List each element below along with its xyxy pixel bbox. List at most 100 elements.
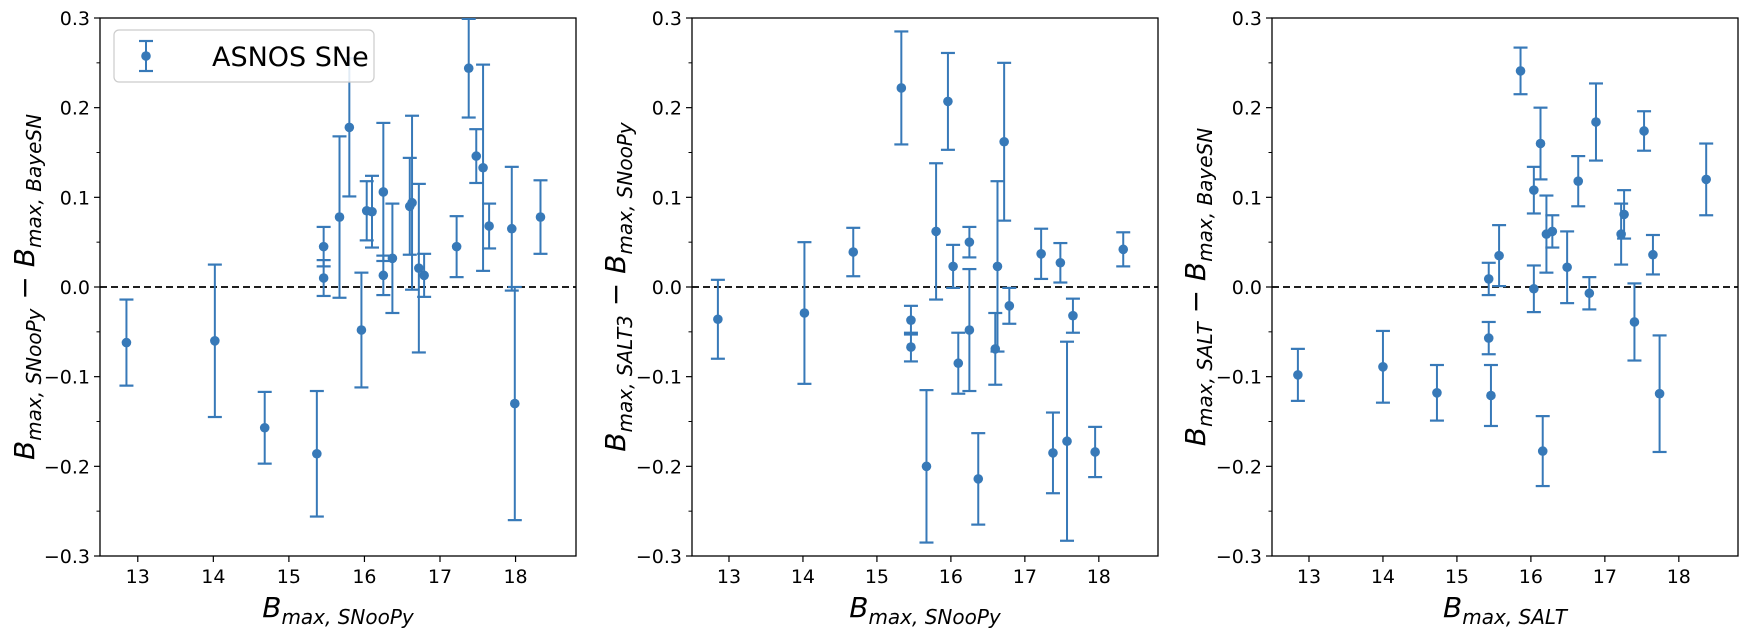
marker bbox=[478, 162, 488, 173]
y-tick-label: 0.0 bbox=[1232, 277, 1262, 299]
y-tick-label: 0.1 bbox=[60, 187, 90, 209]
y-tick-label: −0.3 bbox=[1216, 546, 1262, 568]
x-tick-label: 13 bbox=[717, 566, 741, 588]
marker bbox=[414, 263, 424, 273]
data-series bbox=[710, 30, 1131, 544]
marker bbox=[210, 336, 220, 346]
data-point bbox=[1065, 297, 1080, 334]
x-tick-label: 16 bbox=[1519, 566, 1543, 588]
x-tick-label: 18 bbox=[503, 566, 527, 588]
marker bbox=[1584, 288, 1595, 299]
data-point bbox=[1539, 194, 1554, 274]
data-point bbox=[903, 304, 918, 336]
data-point bbox=[405, 114, 420, 291]
x-tick-label: 13 bbox=[126, 566, 150, 588]
panel-right: −0.3 −0.2 −0.1 0.0 0.1 0.2 0.3 13 14 15 16 17 18 Bmax… bbox=[1179, 8, 1739, 629]
marker bbox=[259, 422, 270, 433]
y-tick-label: 0.0 bbox=[60, 277, 90, 299]
marker bbox=[471, 151, 482, 161]
y-tick-label: −0.1 bbox=[1216, 367, 1262, 389]
marker bbox=[1036, 249, 1046, 259]
data-point bbox=[929, 162, 944, 301]
legend: ASNOS SNe bbox=[113, 29, 375, 83]
y-tick-label: 0.1 bbox=[1232, 187, 1262, 209]
data-point bbox=[990, 180, 1005, 353]
marker bbox=[906, 342, 916, 352]
marker bbox=[1591, 117, 1601, 127]
x-tick-label: 16 bbox=[939, 566, 963, 588]
marker bbox=[1629, 317, 1640, 327]
y-axis-label-sub1: max, SALT3 bbox=[613, 315, 637, 432]
marker bbox=[1048, 448, 1058, 458]
marker bbox=[344, 122, 355, 133]
data-series bbox=[119, 18, 548, 522]
data-point bbox=[257, 390, 272, 465]
y-tick-label: −0.3 bbox=[636, 546, 682, 568]
data-point bbox=[710, 278, 725, 360]
marker bbox=[799, 308, 810, 318]
y-tick-label: 0.2 bbox=[652, 98, 682, 120]
data-point bbox=[919, 389, 934, 544]
data-point bbox=[1492, 224, 1507, 288]
panel-left: −0.3 −0.2 −0.1 0.0 0.1 0.2 0.3 13 14 15 16 17 18 Bmax… bbox=[8, 8, 577, 629]
marker bbox=[312, 448, 322, 459]
marker bbox=[953, 358, 964, 369]
y-axis-label-sub2: max, BayeSN bbox=[1193, 128, 1217, 262]
x-tick-label: 17 bbox=[1593, 566, 1617, 588]
marker bbox=[1529, 283, 1539, 294]
marker bbox=[992, 261, 1003, 272]
legend-marker bbox=[141, 51, 151, 61]
y-axis-label-sub2: max, SNooPy bbox=[613, 121, 637, 254]
y-axis-label-op: − B bbox=[8, 248, 41, 308]
marker bbox=[1515, 66, 1526, 76]
marker bbox=[1535, 138, 1546, 149]
marker bbox=[964, 325, 975, 335]
y-axis-label-main: B bbox=[1179, 427, 1212, 446]
data-point bbox=[1060, 340, 1075, 542]
marker bbox=[318, 273, 329, 283]
marker bbox=[1639, 126, 1649, 136]
data-point bbox=[988, 311, 1003, 386]
data-point bbox=[1513, 46, 1528, 96]
x-tick-label: 15 bbox=[1445, 566, 1469, 588]
data-point bbox=[309, 389, 324, 518]
data-point bbox=[354, 271, 369, 389]
x-tick-label: 13 bbox=[1297, 566, 1321, 588]
marker bbox=[1619, 209, 1629, 220]
x-tick-label: 17 bbox=[1013, 566, 1037, 588]
marker bbox=[367, 206, 377, 217]
marker bbox=[1529, 185, 1539, 195]
marker bbox=[1483, 274, 1494, 284]
y-tick-label: −0.2 bbox=[44, 456, 90, 478]
marker bbox=[1090, 447, 1100, 457]
marker bbox=[1486, 390, 1496, 401]
marker bbox=[463, 63, 474, 74]
marker bbox=[1648, 249, 1658, 260]
legend-label: ASNOS SNe bbox=[212, 42, 369, 73]
data-point bbox=[1645, 233, 1660, 276]
data-point bbox=[316, 259, 331, 298]
data-point bbox=[385, 202, 400, 315]
marker bbox=[378, 270, 389, 281]
data-point bbox=[1116, 231, 1131, 268]
data-point bbox=[449, 215, 464, 279]
x-axis-label-main: B bbox=[262, 591, 281, 624]
y-tick-label: 0.2 bbox=[60, 98, 90, 120]
marker bbox=[1537, 446, 1548, 456]
y-tick-label: −0.3 bbox=[44, 546, 90, 568]
marker bbox=[964, 237, 975, 247]
marker bbox=[1573, 176, 1584, 186]
x-axis-label-sub: max, SNooPy bbox=[868, 605, 1001, 629]
y-axis-label: Bmax, SALT3 − Bmax, SNooPy bbox=[599, 121, 637, 452]
marker bbox=[1062, 436, 1072, 447]
data-point bbox=[417, 252, 432, 298]
data-point bbox=[1088, 425, 1103, 479]
data-point bbox=[1652, 334, 1667, 454]
data-point bbox=[1545, 214, 1560, 249]
marker bbox=[318, 241, 329, 252]
legend-box bbox=[113, 29, 375, 83]
marker bbox=[906, 315, 916, 325]
x-tick-label: 15 bbox=[865, 566, 889, 588]
marker bbox=[1055, 257, 1066, 268]
data-point bbox=[411, 182, 426, 354]
